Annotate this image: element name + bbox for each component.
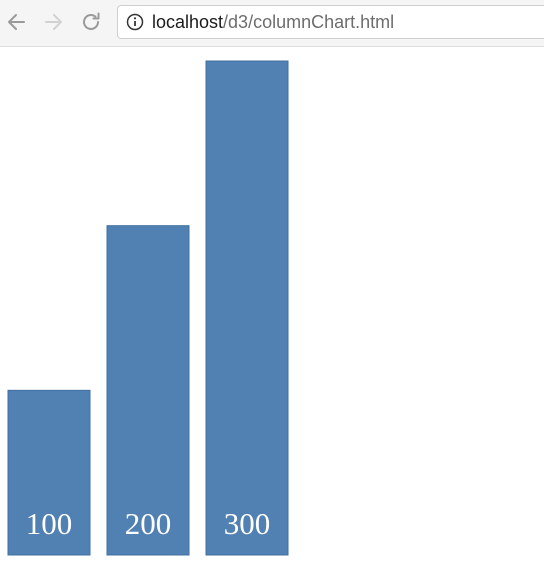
info-icon[interactable]	[126, 13, 144, 31]
bar-value-label-2: 200	[125, 506, 172, 541]
forward-button[interactable]	[40, 8, 66, 36]
bar-value-label-1: 100	[26, 506, 73, 541]
browser-toolbar: localhost/d3/columnChart.html	[0, 0, 544, 47]
reload-icon	[83, 12, 100, 30]
bar-1	[7, 389, 91, 556]
url-path: /d3/columnChart.html	[223, 11, 395, 32]
column-chart: 100 200 300	[7, 60, 289, 556]
address-bar[interactable]: localhost/d3/columnChart.html	[117, 5, 544, 39]
url-text: localhost/d3/columnChart.html	[152, 12, 394, 33]
bar-3	[205, 60, 289, 556]
bar-2	[106, 225, 190, 556]
arrow-right-icon	[45, 14, 62, 30]
arrow-left-icon	[8, 14, 25, 30]
reload-button[interactable]	[78, 8, 104, 36]
bar-value-label-3: 300	[224, 506, 271, 541]
url-host: localhost	[152, 11, 224, 32]
back-button[interactable]	[4, 8, 30, 36]
